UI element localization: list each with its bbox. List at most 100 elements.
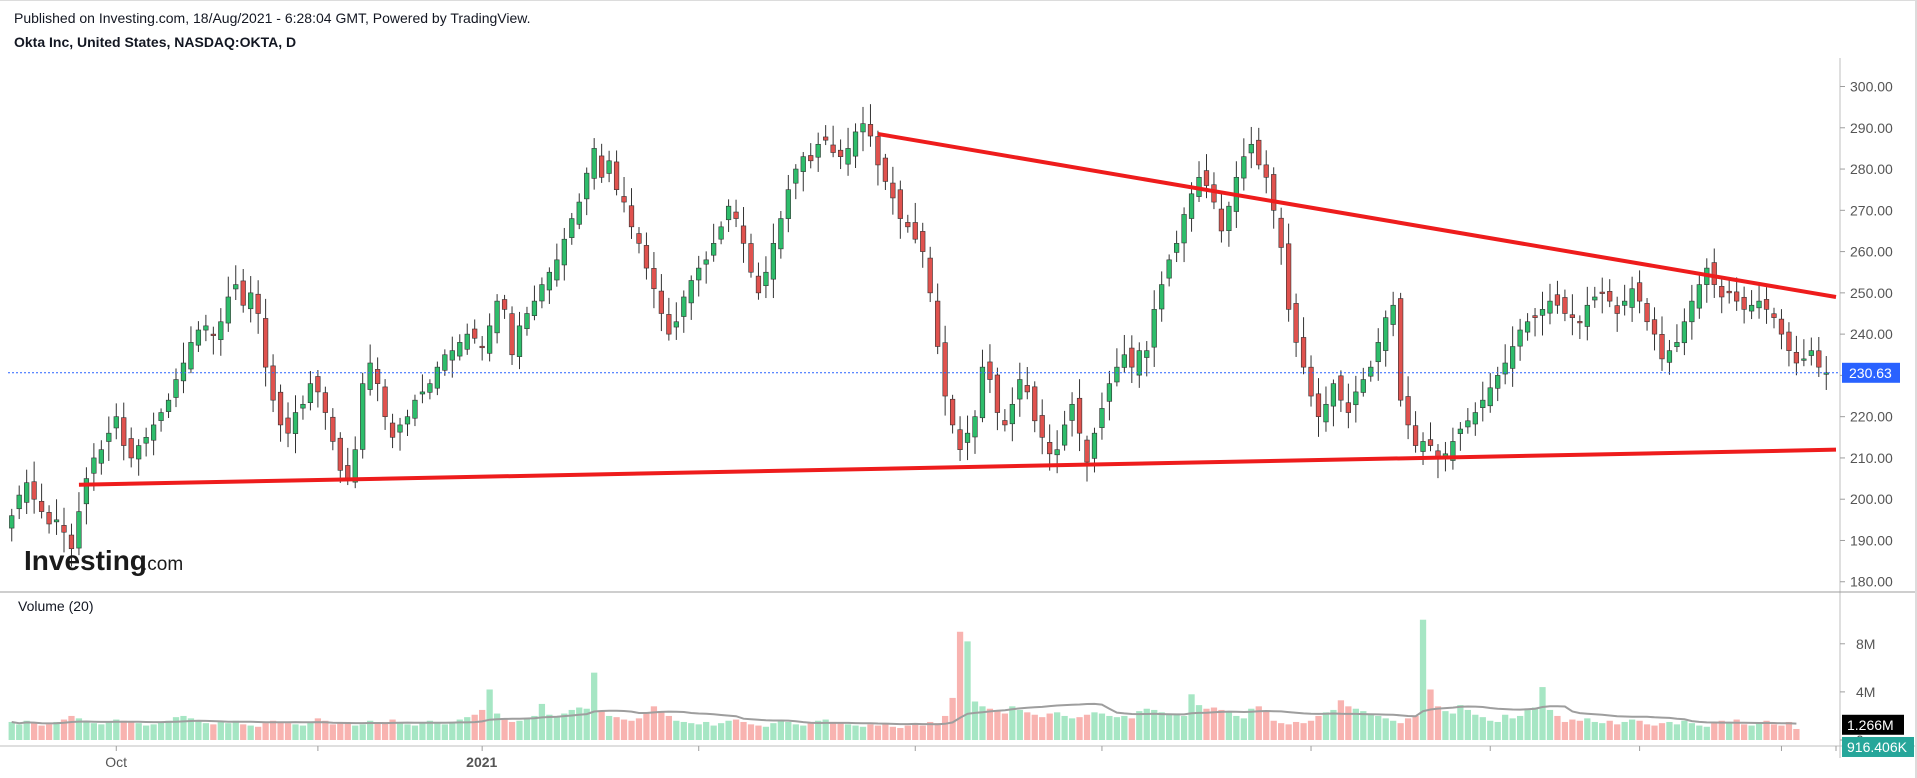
- candle: [1024, 366, 1030, 400]
- candle: [979, 349, 986, 423]
- volume-bar: [613, 717, 620, 740]
- volume-bar: [30, 723, 38, 740]
- candle-up: [427, 383, 433, 393]
- candle-down: [46, 512, 52, 525]
- volume-bar: [561, 713, 568, 740]
- volume-bar: [800, 725, 807, 740]
- volume-bar: [1718, 720, 1725, 740]
- candle: [1047, 424, 1053, 471]
- volume-bar: [568, 709, 575, 740]
- candle: [800, 152, 806, 192]
- candle-down: [1047, 442, 1053, 455]
- candle-down: [1338, 375, 1344, 401]
- candle-down: [733, 211, 739, 219]
- volume-bar: [1569, 719, 1576, 740]
- volume-bar: [419, 721, 426, 740]
- candle-down: [621, 196, 627, 203]
- volume-bar: [1225, 712, 1233, 740]
- volume-bar: [1330, 709, 1337, 740]
- volume-bar: [16, 724, 23, 740]
- candle-up: [1226, 205, 1232, 231]
- price-tick-label: 270.00: [1850, 202, 1893, 218]
- candle: [1666, 339, 1673, 375]
- price-tick-label: 240.00: [1850, 326, 1893, 342]
- volume-bar: [785, 721, 792, 740]
- volume-bar: [1143, 708, 1150, 740]
- volume-bar: [1673, 724, 1681, 740]
- candle-up: [1106, 383, 1113, 402]
- candle-up: [412, 399, 418, 419]
- volume-bar: [643, 713, 650, 740]
- candle: [1375, 328, 1381, 381]
- volume-title: Volume (20): [18, 598, 93, 614]
- volume-ma-line: [11, 702, 1797, 726]
- candle-up: [1801, 358, 1807, 361]
- volume-bar: [844, 724, 852, 740]
- candle: [531, 285, 538, 321]
- candle: [1517, 318, 1523, 361]
- volume-bar: [1434, 706, 1442, 740]
- candle: [31, 461, 37, 514]
- chart-symbol-title: Okta Inc, United States, NASDAQ:OKTA, D: [14, 34, 297, 50]
- candle: [464, 323, 470, 355]
- candle-down: [1734, 291, 1740, 302]
- volume-bar: [912, 724, 919, 740]
- candle: [218, 308, 224, 356]
- candle: [1741, 286, 1747, 324]
- candle: [1689, 284, 1695, 340]
- volume-bar: [1748, 725, 1755, 740]
- candle-up: [1502, 362, 1508, 375]
- candle: [1465, 408, 1471, 434]
- candle-up: [516, 325, 523, 357]
- candle-down: [1711, 262, 1717, 285]
- candle: [1129, 335, 1135, 383]
- volume-bar: [1300, 723, 1307, 740]
- volume-bar: [703, 721, 710, 740]
- candle: [867, 104, 874, 147]
- volume-bar: [396, 723, 404, 740]
- candle-up: [143, 437, 149, 444]
- candle: [1039, 399, 1045, 455]
- candle: [1360, 367, 1366, 397]
- volume-bar: [576, 707, 583, 740]
- candle-down: [755, 275, 762, 294]
- candle: [83, 467, 90, 525]
- candle: [1816, 337, 1822, 377]
- candle-down: [1726, 290, 1732, 294]
- volume-bar: [1681, 720, 1688, 740]
- volume-bar: [1785, 721, 1793, 740]
- volume-bar: [695, 724, 702, 740]
- candle: [628, 188, 635, 239]
- candle: [16, 485, 22, 520]
- volume-bar: [1479, 717, 1486, 740]
- candle: [1778, 309, 1785, 350]
- candle: [546, 267, 552, 304]
- candle: [509, 306, 515, 365]
- candle-down: [61, 525, 67, 533]
- volume-bar: [994, 711, 1001, 740]
- candle: [1771, 307, 1777, 329]
- volume-bar: [1180, 715, 1188, 740]
- candle: [307, 371, 314, 411]
- last-price-tag: [1842, 362, 1900, 383]
- volume-bar: [307, 721, 314, 740]
- volume-bar: [680, 721, 687, 740]
- volume-bar: [1091, 712, 1098, 740]
- volume-bar: [240, 724, 247, 740]
- candle: [793, 164, 799, 200]
- candle-up: [1472, 412, 1478, 425]
- candle-down: [927, 257, 933, 294]
- candle: [658, 274, 664, 332]
- candle: [292, 395, 299, 454]
- volume-bar: [1643, 724, 1651, 740]
- volume-bar: [1390, 720, 1397, 740]
- volume-bar: [1740, 724, 1748, 740]
- candle: [808, 143, 814, 169]
- candle-down: [263, 318, 269, 368]
- candle: [755, 262, 762, 300]
- candle-down: [957, 429, 963, 450]
- volume-bar: [986, 708, 994, 740]
- candle: [1696, 273, 1702, 319]
- volume-bar: [1322, 712, 1330, 740]
